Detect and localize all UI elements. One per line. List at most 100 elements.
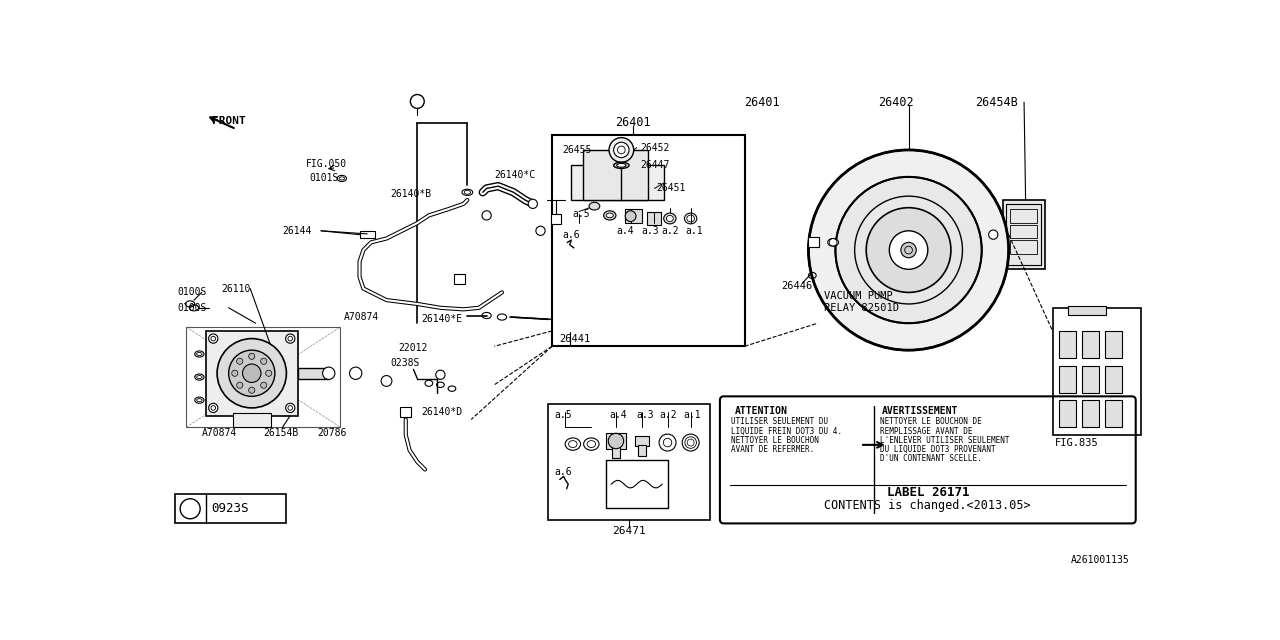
Circle shape [229, 350, 275, 396]
Bar [1010, 225, 1037, 239]
Circle shape [218, 339, 287, 408]
Text: FRONT: FRONT [211, 116, 246, 127]
Circle shape [381, 376, 392, 387]
Text: 0100S: 0100S [177, 287, 206, 298]
Text: a.6: a.6 [562, 230, 580, 239]
Text: A70874: A70874 [344, 312, 379, 322]
Circle shape [349, 367, 362, 380]
Text: 26447: 26447 [640, 161, 669, 170]
Bar [582, 150, 648, 200]
Text: A: A [553, 215, 558, 224]
Text: a.6: a.6 [554, 467, 572, 477]
Bar [175, 494, 287, 524]
Text: a.1: a.1 [684, 410, 700, 420]
Text: 26451: 26451 [657, 184, 685, 193]
Circle shape [323, 367, 335, 380]
Circle shape [867, 208, 951, 292]
Bar [1105, 400, 1121, 427]
Circle shape [625, 211, 636, 221]
Text: D'UN CONTENANT SCELLE.: D'UN CONTENANT SCELLE. [881, 454, 982, 463]
Text: 26140*D: 26140*D [421, 407, 462, 417]
Ellipse shape [589, 202, 600, 210]
Text: a.3: a.3 [636, 410, 654, 420]
Bar [1105, 331, 1121, 358]
Circle shape [890, 231, 928, 269]
Text: 0923S: 0923S [211, 502, 250, 515]
Circle shape [901, 243, 916, 258]
Bar [809, 237, 819, 247]
Text: 26144: 26144 [283, 226, 312, 236]
Text: 26446: 26446 [782, 281, 813, 291]
Circle shape [237, 358, 243, 364]
Ellipse shape [607, 213, 613, 218]
Circle shape [180, 499, 200, 519]
Circle shape [209, 334, 218, 343]
Circle shape [209, 403, 218, 413]
Ellipse shape [667, 216, 673, 221]
Text: 22012: 22012 [398, 343, 428, 353]
Text: AVERTISSEMENT: AVERTISSEMENT [882, 406, 957, 416]
Text: 26140*E: 26140*E [421, 314, 462, 324]
Bar [646, 212, 660, 225]
Text: UTILISER SEULEMENT DU: UTILISER SEULEMENT DU [731, 417, 828, 426]
Circle shape [232, 370, 238, 376]
Text: CONTENTS is changed.<2013.05>: CONTENTS is changed.<2013.05> [824, 499, 1032, 512]
Bar [605, 433, 626, 449]
Bar [1010, 209, 1037, 223]
Bar [548, 404, 710, 520]
Bar [571, 165, 664, 200]
Bar [1010, 240, 1037, 254]
Circle shape [237, 382, 243, 388]
Circle shape [809, 150, 1009, 350]
Bar [454, 273, 465, 284]
Text: 1: 1 [353, 368, 358, 378]
Text: L'ENLEVER UTILISER SEULEMENT: L'ENLEVER UTILISER SEULEMENT [881, 436, 1010, 445]
Circle shape [435, 370, 445, 380]
Text: 0100S: 0100S [177, 303, 206, 313]
Text: LABEL 26171: LABEL 26171 [887, 486, 969, 499]
Bar [1105, 365, 1121, 392]
Bar [1082, 365, 1098, 392]
Text: 26471: 26471 [612, 526, 646, 536]
Text: 1: 1 [384, 376, 389, 385]
Text: FIG.835: FIG.835 [1055, 438, 1098, 447]
Text: REMPLISSAGE AVANT DE: REMPLISSAGE AVANT DE [881, 426, 973, 435]
Bar [1068, 307, 1106, 316]
Bar [298, 368, 329, 379]
Text: DU LIQUIDE DOT3 PROVENANT: DU LIQUIDE DOT3 PROVENANT [881, 445, 996, 454]
Text: VACUUM PUMP: VACUUM PUMP [824, 291, 892, 301]
Text: 20786: 20786 [317, 428, 347, 438]
Bar [1006, 204, 1041, 266]
Bar [612, 447, 620, 458]
Text: 26154B: 26154B [264, 428, 298, 438]
Text: a.2: a.2 [660, 410, 677, 420]
Text: a.4: a.4 [617, 226, 634, 236]
Text: 26401: 26401 [745, 96, 781, 109]
Text: 0238S: 0238S [390, 358, 420, 368]
Circle shape [608, 433, 623, 449]
Circle shape [242, 364, 261, 383]
Text: a.2: a.2 [660, 226, 678, 236]
Text: 26110: 26110 [221, 284, 251, 294]
Circle shape [609, 138, 634, 163]
Text: A261001135: A261001135 [1071, 556, 1129, 565]
Circle shape [988, 230, 998, 239]
Text: B: B [403, 407, 408, 416]
Circle shape [261, 358, 266, 364]
Bar [1059, 400, 1075, 427]
Circle shape [266, 370, 271, 376]
Text: a.1: a.1 [686, 226, 703, 236]
Text: a.3: a.3 [641, 226, 659, 236]
Circle shape [411, 95, 424, 108]
Bar [605, 460, 668, 508]
Text: 1: 1 [413, 97, 421, 106]
Ellipse shape [604, 211, 616, 220]
Text: 0101S: 0101S [310, 173, 339, 184]
Circle shape [285, 334, 294, 343]
Bar [360, 231, 375, 239]
Text: a.4: a.4 [609, 410, 627, 420]
Text: RELAY 82501D: RELAY 82501D [824, 303, 899, 313]
Text: AVANT DE REFERMER.: AVANT DE REFERMER. [731, 445, 814, 454]
Bar [233, 413, 271, 427]
Circle shape [483, 211, 492, 220]
